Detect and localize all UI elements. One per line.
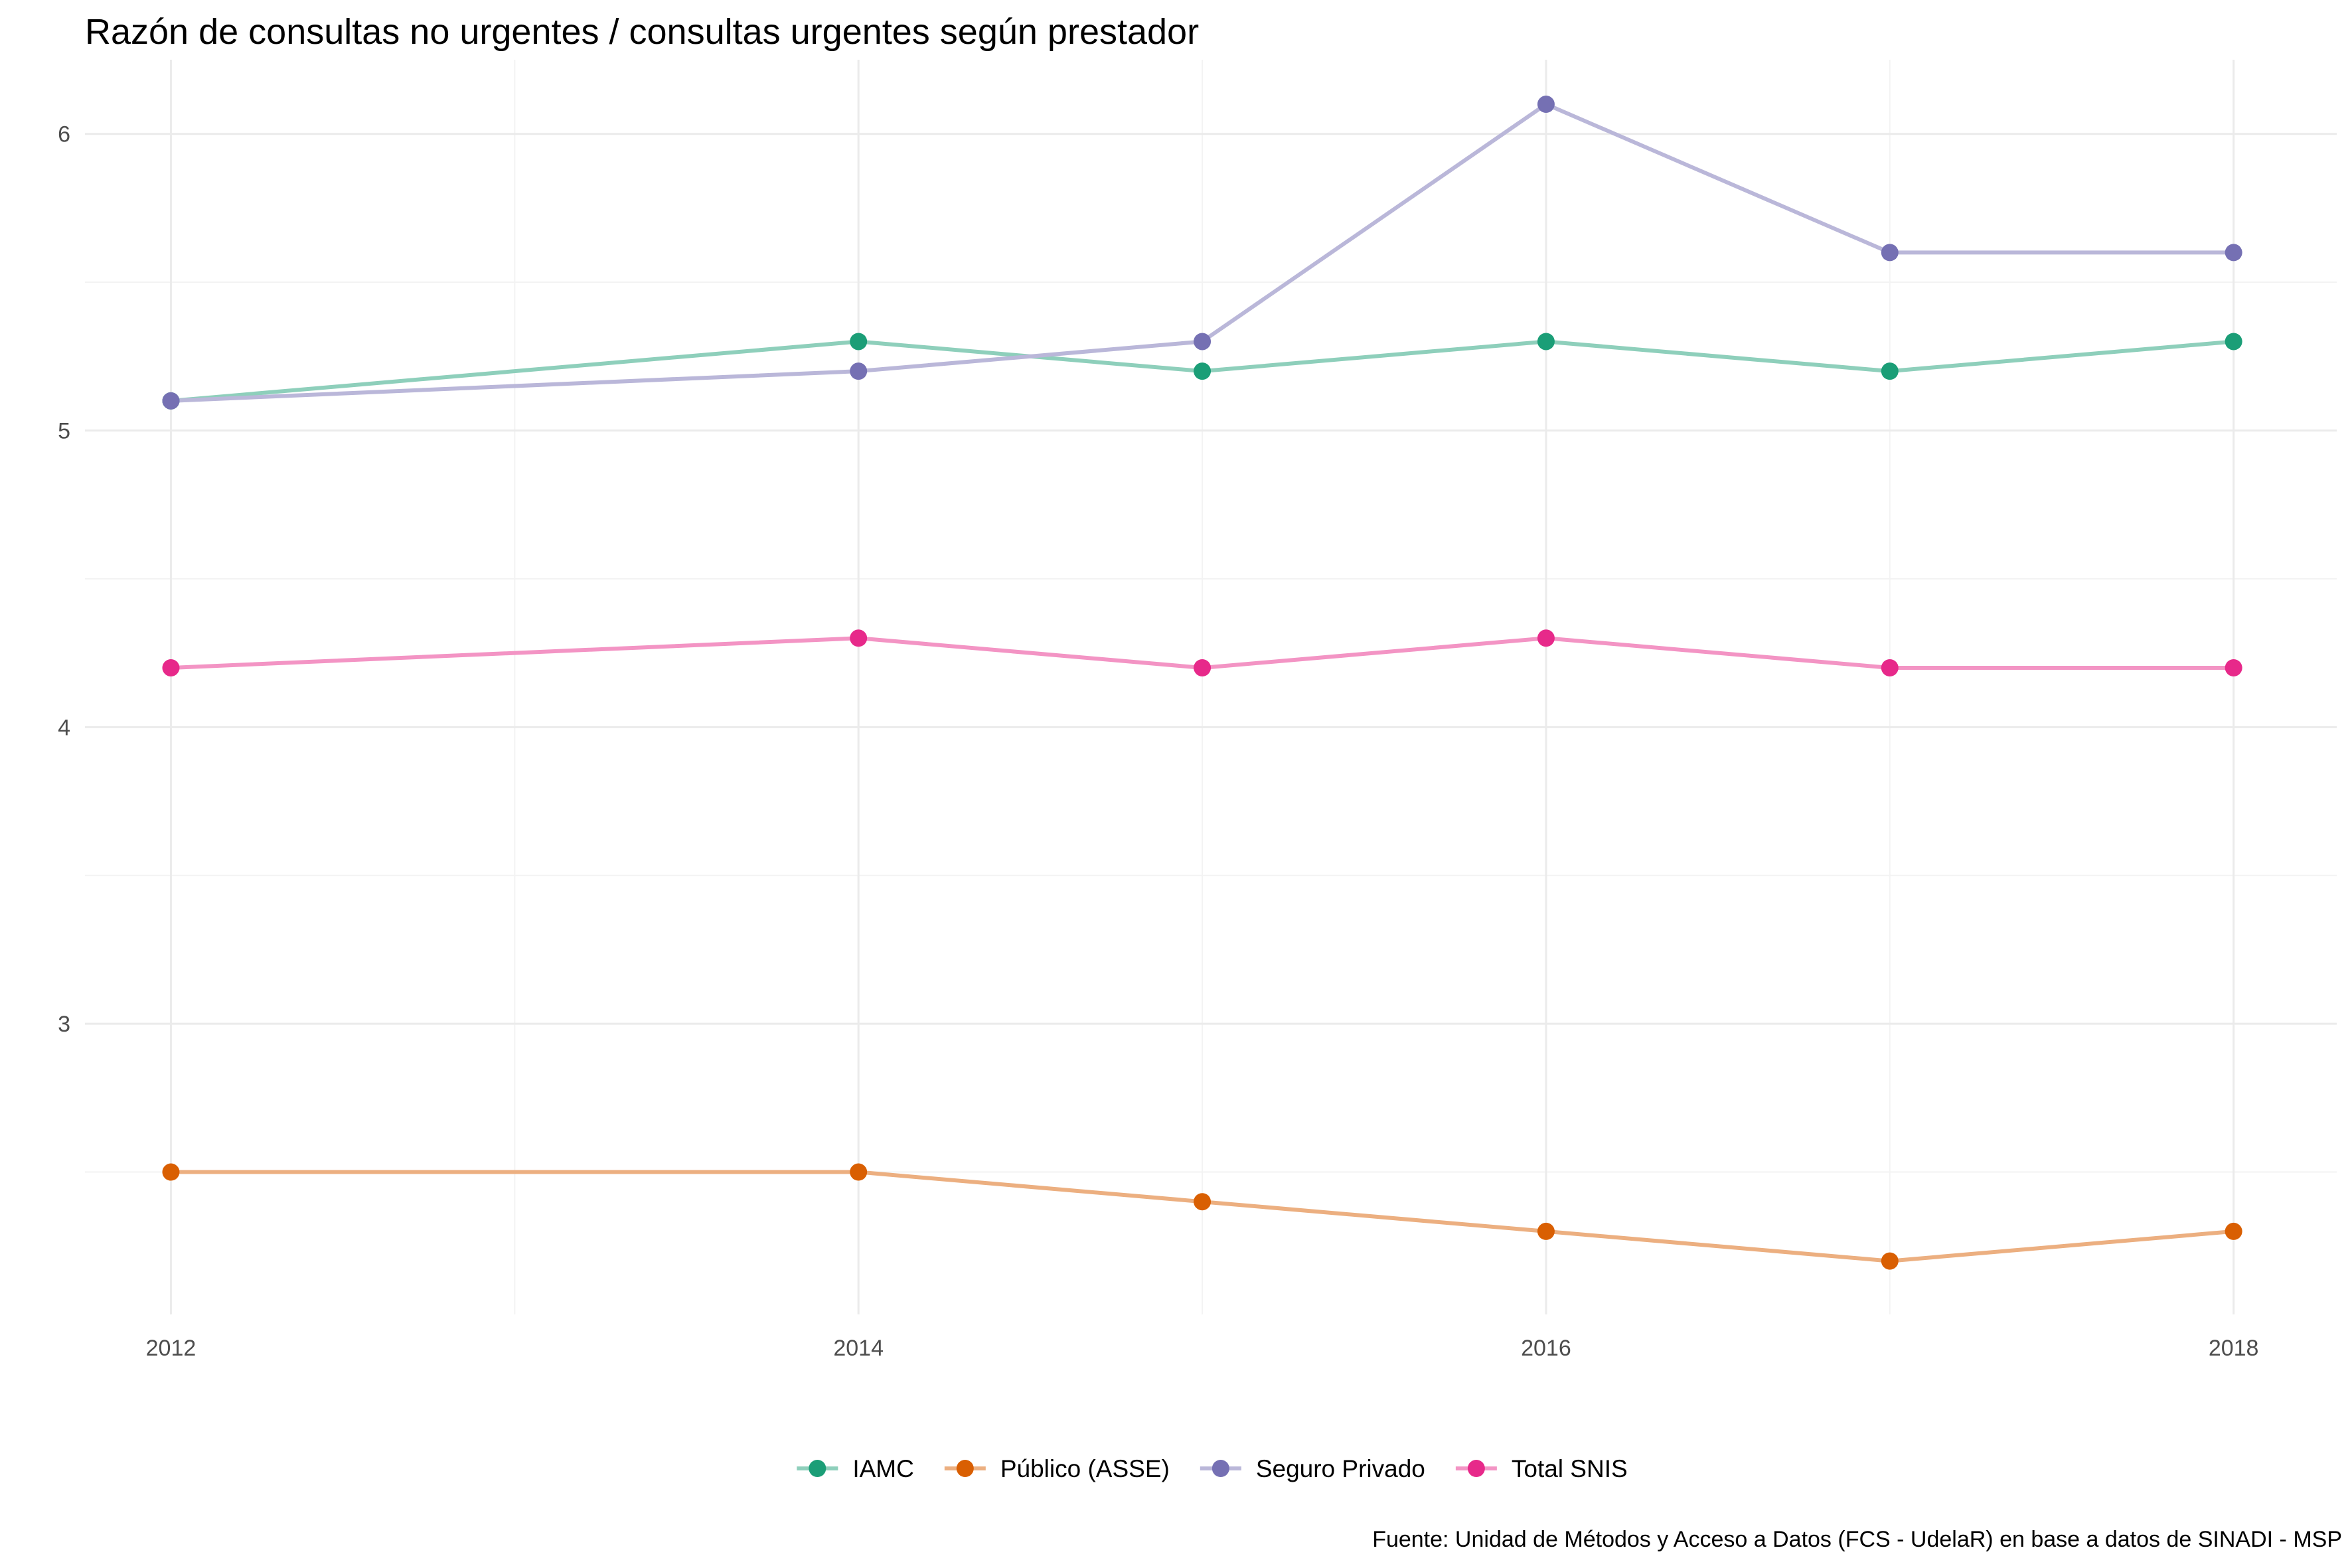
legend-key-point <box>956 1460 974 1477</box>
data-point-iamc <box>2225 333 2242 351</box>
data-point-seguro-privado <box>2225 244 2242 262</box>
data-point-total-snis <box>850 629 868 647</box>
legend-key-point <box>809 1460 826 1477</box>
y-tick-label: 4 <box>58 715 70 740</box>
series-line-iamc <box>169 339 2236 403</box>
x-tick-label: 2012 <box>146 1336 196 1361</box>
axis-ticks: 2012 2014 2016 2018 3 4 5 6 <box>58 122 2258 1361</box>
data-point-seguro-privado <box>1537 96 1555 114</box>
series-line-total-snis <box>169 636 2236 670</box>
data-point-seguro-privado <box>1881 244 1899 262</box>
data-point-iamc <box>850 333 868 351</box>
data-point-iamc <box>1537 333 1555 351</box>
y-tick-label: 6 <box>58 122 70 147</box>
data-point-seguro-privado <box>850 362 868 380</box>
chart-title: Razón de consultas no urgentes / consult… <box>85 12 1199 52</box>
legend-item-iamc: IAMC <box>797 1455 914 1482</box>
y-tick-label: 3 <box>58 1012 70 1037</box>
series-points <box>162 96 2242 1270</box>
legend-label: Seguro Privado <box>1256 1455 1425 1482</box>
data-point-total-snis <box>162 659 180 676</box>
series-line-público-asse <box>169 1170 2236 1263</box>
y-tick-label: 5 <box>58 419 70 444</box>
data-point-total-snis <box>1537 629 1555 647</box>
legend: IAMC Público (ASSE) Seguro Privado Total SN… <box>797 1455 1628 1482</box>
data-point-iamc <box>1194 362 1212 380</box>
series-lines <box>169 102 2236 1263</box>
legend-label: IAMC <box>852 1455 914 1482</box>
legend-item-seguro-privado: Seguro Privado <box>1200 1455 1425 1482</box>
data-point-total-snis <box>2225 659 2242 676</box>
data-point-total-snis <box>1194 659 1212 676</box>
x-tick-label: 2018 <box>2209 1336 2259 1361</box>
caption: Fuente: Unidad de Métodos y Acceso a Dat… <box>1372 1527 2342 1552</box>
data-point-iamc <box>1881 362 1899 380</box>
data-point-total-snis <box>1881 659 1899 676</box>
legend-label: Público (ASSE) <box>1000 1455 1170 1482</box>
legend-key-point <box>1212 1460 1229 1477</box>
data-point-público-asse <box>162 1163 180 1181</box>
legend-item-total-snis: Total SNIS <box>1455 1455 1628 1482</box>
data-point-público-asse <box>850 1163 868 1181</box>
data-point-público-asse <box>1537 1222 1555 1240</box>
x-tick-label: 2014 <box>833 1336 884 1361</box>
legend-item-público-asse: Público (ASSE) <box>944 1455 1170 1482</box>
data-point-público-asse <box>2225 1222 2242 1240</box>
data-point-público-asse <box>1194 1193 1212 1211</box>
data-point-público-asse <box>1881 1252 1899 1270</box>
series-line-seguro-privado <box>169 102 2236 403</box>
legend-label: Total SNIS <box>1512 1455 1628 1482</box>
data-point-seguro-privado <box>162 392 180 410</box>
grid <box>85 60 2337 1314</box>
legend-key-point <box>1467 1460 1485 1477</box>
data-point-seguro-privado <box>1194 333 1212 351</box>
x-tick-label: 2016 <box>1521 1336 1571 1361</box>
